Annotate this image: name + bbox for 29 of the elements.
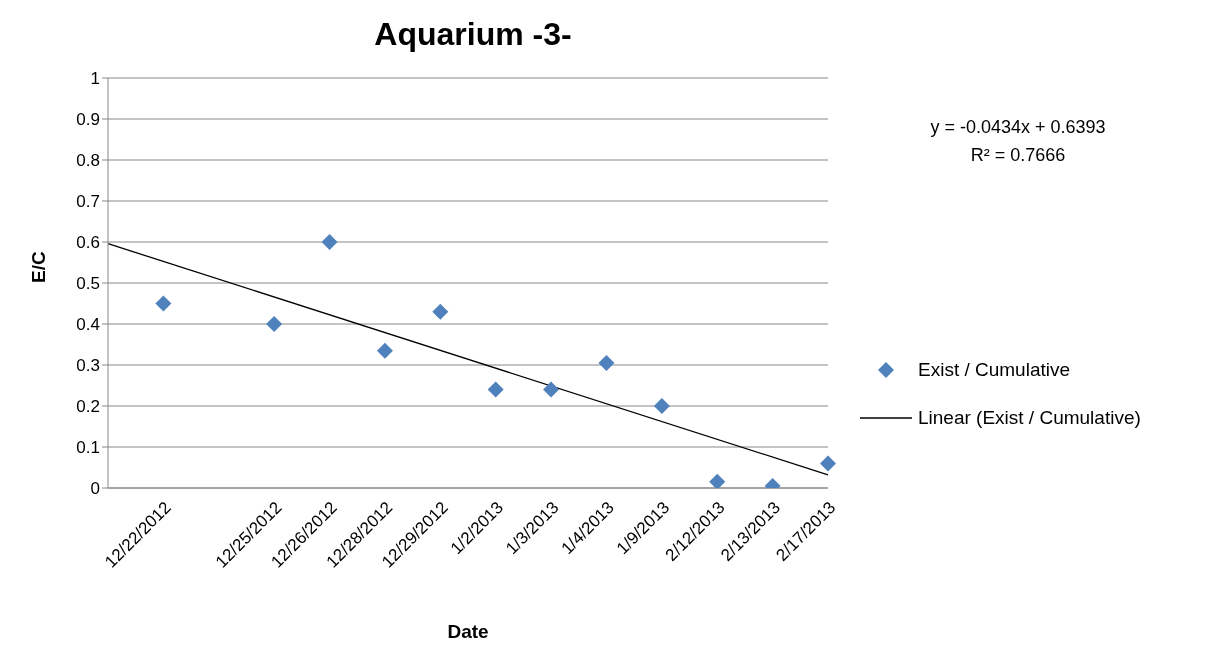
y-tick-label: 0.7 [76, 192, 100, 212]
legend-label: Exist / Cumulative [918, 359, 1071, 381]
y-tick-label: 0.8 [76, 151, 100, 171]
y-tick-label: 0.4 [76, 315, 100, 335]
y-tick-label: 0.1 [76, 438, 100, 458]
point [487, 381, 504, 398]
point [376, 342, 393, 359]
y-tick-label: 0.6 [76, 233, 100, 253]
y-axis-title: E/C [27, 251, 49, 283]
point [820, 455, 836, 472]
x-axis-title: Date [447, 621, 489, 642]
y-tick-label: 0.3 [76, 356, 100, 376]
y-tick-label: 0.5 [76, 274, 100, 294]
point [321, 234, 338, 250]
point [155, 295, 172, 312]
point [653, 398, 670, 414]
point [432, 303, 449, 320]
chart-title: Aquarium -3- [373, 16, 573, 53]
y-tick-label: 0.9 [76, 110, 100, 130]
point [598, 354, 615, 371]
text: R² = 0.7666 [969, 144, 1067, 167]
legend-label: Linear (Exist / Cumulative) [918, 407, 1141, 429]
text: y = -0.0434x + 0.6393 [929, 116, 1107, 139]
point [266, 316, 283, 332]
point [709, 473, 726, 488]
y-tick-label: 1 [90, 69, 100, 89]
y-tick-label: 0.2 [76, 397, 100, 417]
y-tick-label: 0 [90, 479, 100, 499]
point [543, 381, 560, 398]
